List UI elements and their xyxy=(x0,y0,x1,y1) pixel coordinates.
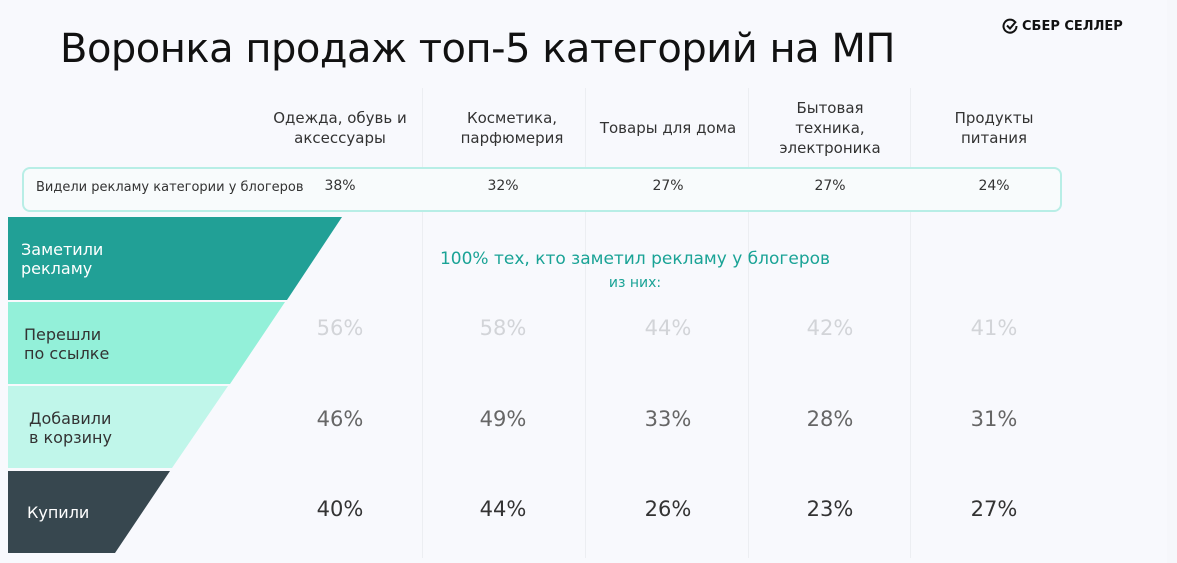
cell-value: 49% xyxy=(479,407,527,431)
funnel-stage-4 xyxy=(8,471,170,553)
funnel-note: 100% тех, кто заметил рекламу у блогеров xyxy=(439,249,831,269)
stage-label: Добавили в корзину xyxy=(29,409,112,447)
logo: СБЕР СЕЛЛЕР xyxy=(1002,18,1123,34)
cell-value: 44% xyxy=(644,316,692,340)
column-header: Косметика, парфюмерия xyxy=(460,108,564,147)
cell-value: 44% xyxy=(479,497,527,521)
column-divider xyxy=(748,88,749,558)
funnel-note-sub: из них: xyxy=(608,275,662,291)
funnel-stage-1 xyxy=(8,217,342,300)
column-header: Одежда, обувь и аксессуары xyxy=(273,108,407,147)
sber-check-icon xyxy=(1002,18,1018,34)
cell-value: 27% xyxy=(652,178,684,194)
column-header: Товары для дома xyxy=(599,118,737,137)
cell-value: 33% xyxy=(644,407,692,431)
funnel-stage-3 xyxy=(8,386,228,468)
cell-value: 38% xyxy=(324,178,356,194)
logo-text: СБЕР СЕЛЛЕР xyxy=(1022,18,1123,34)
column-divider xyxy=(585,88,586,558)
cell-value: 27% xyxy=(814,178,846,194)
stage-label: Купили xyxy=(27,503,90,522)
cell-value: 24% xyxy=(978,178,1010,194)
cell-value: 40% xyxy=(316,497,364,521)
stage-label: Заметили рекламу xyxy=(21,240,104,278)
cell-value: 26% xyxy=(644,497,692,521)
column-divider xyxy=(910,88,911,558)
column-header: Бытовая техника, электроника xyxy=(779,98,881,157)
column-divider xyxy=(422,88,423,558)
column-header: Продукты питания xyxy=(954,108,1034,147)
page-title: Воронка продаж топ-5 категорий на МП xyxy=(60,26,895,72)
cell-value: 42% xyxy=(806,316,854,340)
cell-value: 23% xyxy=(806,497,854,521)
cell-value: 27% xyxy=(970,497,1018,521)
cell-value: 56% xyxy=(316,316,364,340)
funnel xyxy=(8,217,342,553)
cell-value: 31% xyxy=(970,407,1018,431)
stage-label: Перешли по ссылке xyxy=(24,325,110,363)
funnel-stage-2 xyxy=(8,302,285,384)
cell-value: 41% xyxy=(970,316,1018,340)
cell-value: 28% xyxy=(806,407,854,431)
seen-ads-row: Видели рекламу категории у блогеров xyxy=(22,167,1062,212)
cell-value: 32% xyxy=(487,178,519,194)
cell-value: 46% xyxy=(316,407,364,431)
seen-ads-label: Видели рекламу категории у блогеров xyxy=(36,180,304,195)
cell-value: 58% xyxy=(479,316,527,340)
